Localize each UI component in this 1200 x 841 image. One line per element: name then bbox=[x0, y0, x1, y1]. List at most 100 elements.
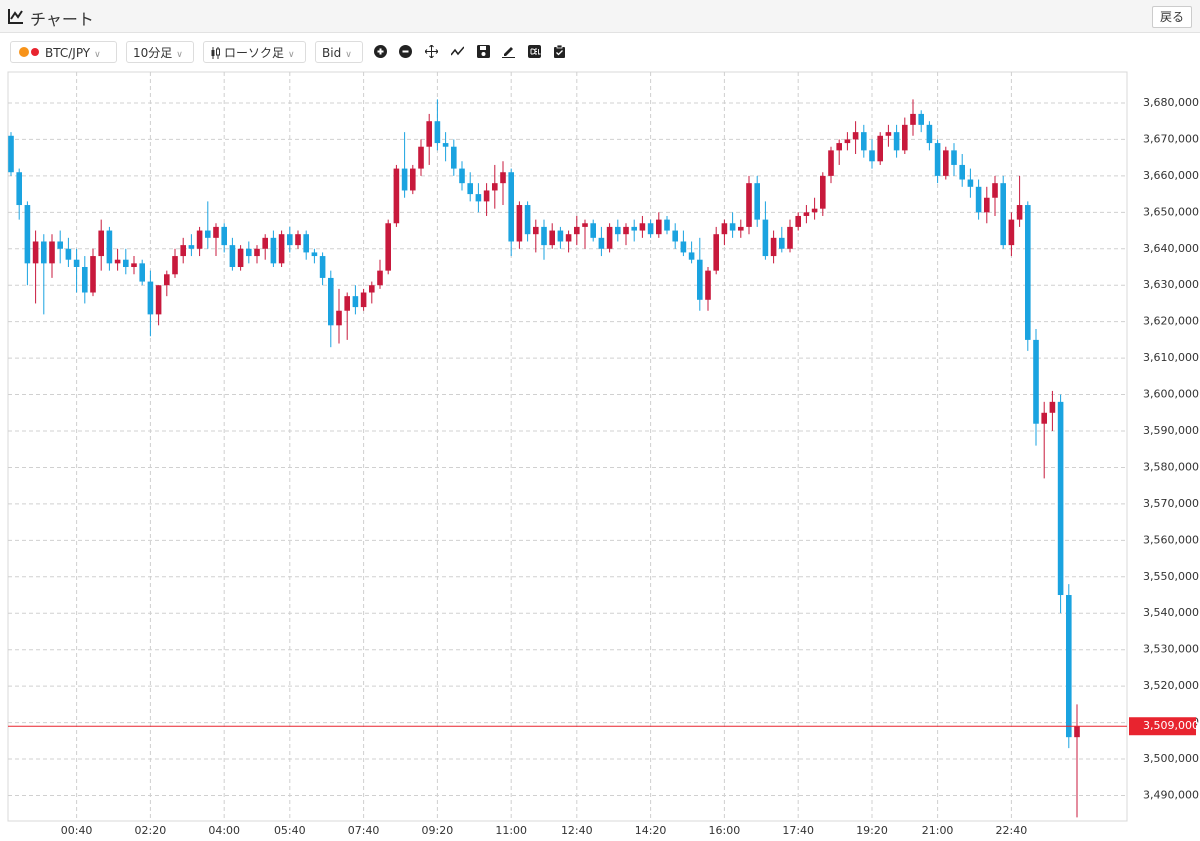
candle-body bbox=[500, 172, 506, 184]
y-tick-label: 3,510,000 bbox=[1143, 716, 1199, 729]
candle-body bbox=[352, 296, 359, 308]
candle-body bbox=[508, 172, 514, 242]
candle-body bbox=[902, 124, 908, 151]
candle-body bbox=[705, 270, 711, 300]
clipboard[interactable] bbox=[553, 45, 566, 58]
candle-body bbox=[418, 146, 424, 169]
chart-type-select[interactable]: ローソク足 ∨ bbox=[203, 41, 306, 63]
save[interactable] bbox=[477, 45, 490, 58]
candle-body bbox=[992, 183, 998, 198]
candle-body bbox=[820, 175, 826, 209]
candle-body bbox=[598, 237, 605, 249]
candle-body bbox=[98, 230, 104, 257]
candle-body bbox=[615, 226, 621, 235]
y-tick-label: 3,500,000 bbox=[1143, 752, 1199, 765]
candle-body bbox=[697, 259, 703, 300]
candle-body bbox=[533, 226, 539, 235]
candle-body bbox=[8, 135, 14, 173]
candle-body bbox=[1025, 205, 1031, 340]
zoom-in[interactable] bbox=[374, 45, 387, 58]
delete[interactable] bbox=[528, 45, 541, 58]
draw[interactable] bbox=[502, 45, 515, 58]
current-price-box bbox=[1129, 717, 1196, 736]
candle-body bbox=[721, 223, 728, 235]
candle-body bbox=[795, 215, 801, 227]
zoom-out[interactable] bbox=[399, 45, 412, 58]
candle-body bbox=[311, 252, 318, 257]
back-button[interactable]: 戻る bbox=[1152, 6, 1192, 28]
candle-body bbox=[262, 237, 268, 249]
candle-body bbox=[492, 183, 498, 191]
candle-body bbox=[246, 248, 252, 257]
candle-body bbox=[770, 237, 777, 257]
candle-body bbox=[959, 164, 965, 180]
candle-body bbox=[385, 223, 391, 271]
candle-body bbox=[754, 183, 760, 220]
candle-body bbox=[836, 143, 842, 151]
candle-body bbox=[319, 256, 326, 278]
candle-body bbox=[172, 256, 178, 275]
y-tick-label: 3,590,000 bbox=[1143, 424, 1199, 437]
candle-body bbox=[369, 285, 375, 293]
candle-body bbox=[32, 241, 39, 264]
x-tick-label: 02:20 bbox=[135, 824, 167, 837]
candle-body bbox=[524, 205, 531, 235]
candle-body bbox=[41, 241, 47, 264]
candle-body bbox=[729, 223, 736, 231]
candle-body bbox=[483, 190, 490, 202]
candle-body bbox=[401, 168, 408, 191]
x-tick-label: 00:40 bbox=[61, 824, 93, 837]
candle-body bbox=[106, 230, 113, 264]
candle-body bbox=[287, 234, 293, 246]
candle-body bbox=[1066, 595, 1072, 738]
candle-body bbox=[664, 219, 670, 231]
candle-body bbox=[196, 230, 203, 249]
pair-select[interactable]: BTC/JPY ∨ bbox=[10, 41, 117, 63]
candle-body bbox=[811, 208, 818, 213]
candle-body bbox=[139, 263, 145, 282]
candle-body bbox=[24, 205, 31, 264]
x-tick-label: 11:00 bbox=[495, 824, 527, 837]
candle-body bbox=[606, 226, 613, 249]
candle-body bbox=[114, 259, 121, 264]
candle-body bbox=[852, 132, 859, 140]
candle-body bbox=[541, 226, 547, 246]
candle-body bbox=[885, 132, 892, 136]
candle-body bbox=[893, 132, 900, 151]
candle-body bbox=[1049, 401, 1056, 413]
candle-body bbox=[582, 223, 588, 227]
candle-body bbox=[393, 168, 400, 224]
candle-body bbox=[877, 135, 883, 162]
candle-body bbox=[459, 168, 465, 184]
candle-body bbox=[295, 234, 301, 246]
trendline[interactable] bbox=[451, 45, 464, 58]
candle-body bbox=[336, 310, 342, 326]
move[interactable] bbox=[425, 45, 438, 58]
candle-body bbox=[557, 230, 564, 242]
candle-body bbox=[205, 230, 211, 238]
y-tick-label: 3,520,000 bbox=[1143, 679, 1199, 692]
candle-body bbox=[73, 259, 80, 267]
x-tick-label: 05:40 bbox=[274, 824, 306, 837]
candle-body bbox=[1041, 412, 1047, 424]
y-tick-label: 3,540,000 bbox=[1143, 606, 1199, 619]
candle-body bbox=[639, 223, 646, 231]
candle-body bbox=[237, 248, 244, 267]
candle-body bbox=[549, 230, 555, 246]
price-type-select[interactable]: Bid ∨ bbox=[315, 41, 363, 63]
price-type-label: Bid bbox=[322, 46, 342, 60]
y-tick-label: 3,650,000 bbox=[1143, 205, 1199, 218]
chart-type-label: ローソク足 bbox=[224, 46, 285, 60]
candle-body bbox=[623, 226, 629, 235]
interval-select[interactable]: 10分足 ∨ bbox=[126, 41, 194, 63]
candle-body bbox=[180, 245, 186, 257]
candle-body bbox=[164, 274, 170, 286]
pair-icon bbox=[19, 47, 39, 57]
current-price-label: 3,509,000 bbox=[1143, 719, 1199, 732]
y-tick-label: 3,620,000 bbox=[1143, 315, 1199, 328]
candle-body bbox=[147, 281, 154, 315]
candle-body bbox=[516, 205, 523, 242]
candle-body bbox=[738, 226, 744, 231]
